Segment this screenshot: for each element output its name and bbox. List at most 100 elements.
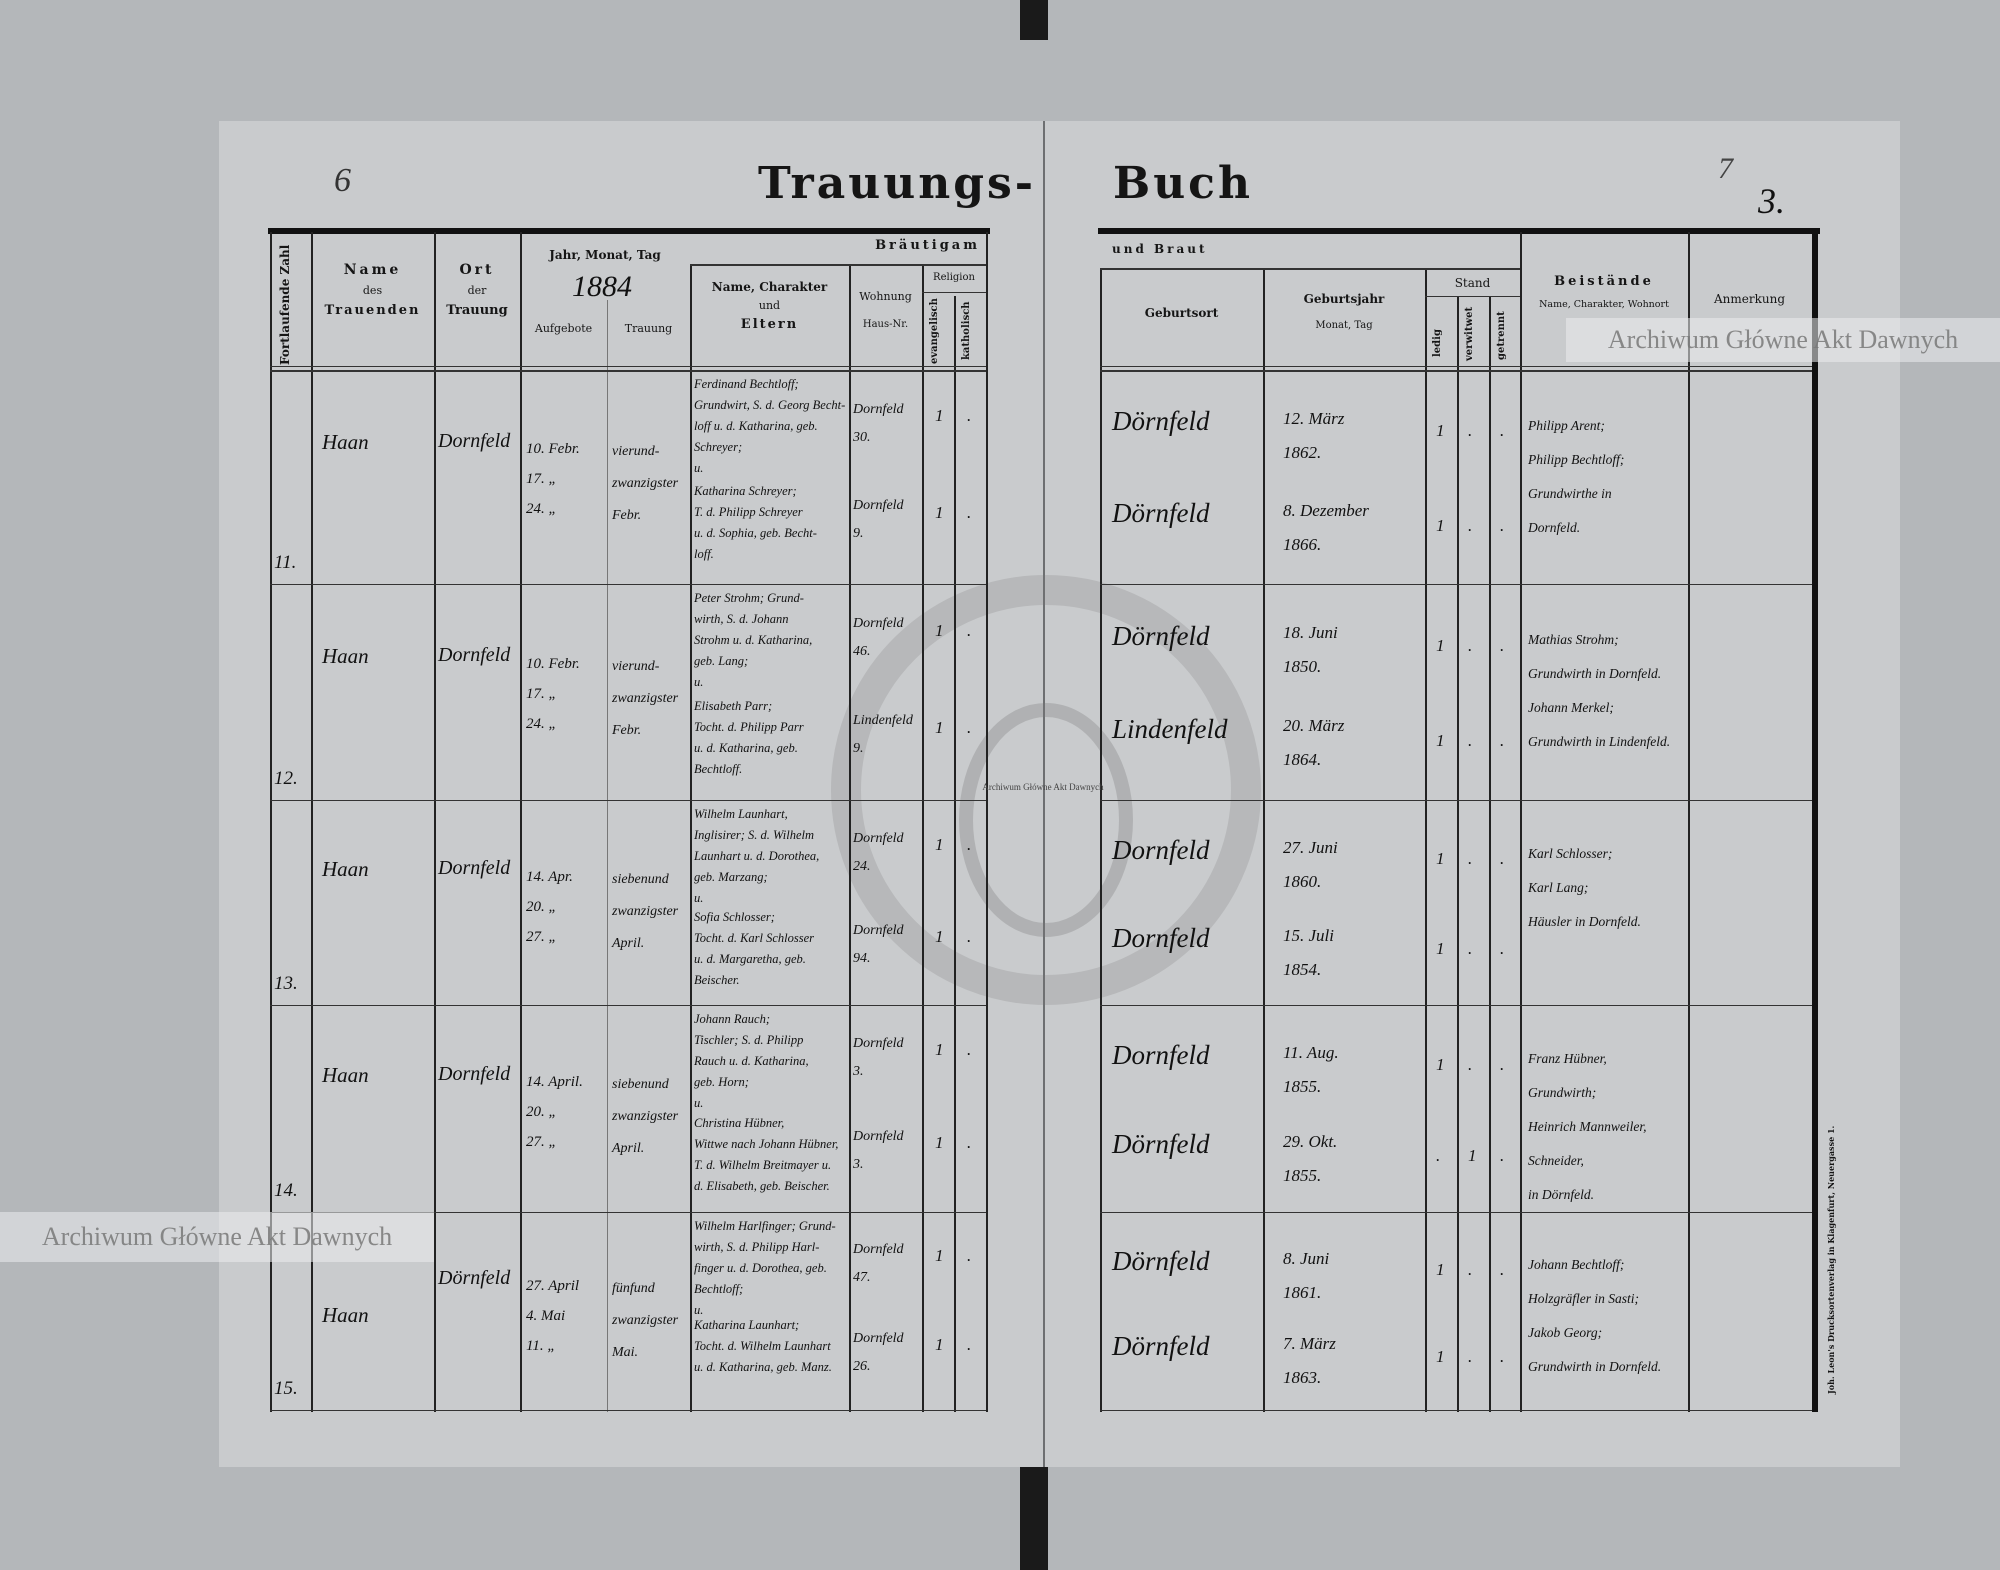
groom-residence-line: 3.: [853, 1063, 864, 1079]
bride-details-line: Katharina Schreyer;: [694, 484, 797, 499]
bride-status: .: [1500, 730, 1505, 750]
bride-status: .: [1468, 939, 1473, 959]
groom-details: Wilhelm Harlfinger; Grund-wirth, S. d. P…: [694, 1216, 836, 1321]
row-divider: [1100, 1212, 1812, 1213]
wedding-date-line: April.: [612, 935, 645, 951]
witnesses-line: Philipp Bechtloff;: [1528, 451, 1625, 467]
bride-catholic: .: [967, 502, 972, 522]
groom-birthplace: Dornfeld: [1112, 1040, 1210, 1071]
table-top-border-right: [1098, 228, 1820, 234]
header-religion: Religion: [933, 272, 975, 283]
groom-details: Wilhelm Launhart, Inglisirer; S. d. Wilhe…: [694, 804, 819, 909]
banns-dates-line: 14. Apr.: [526, 868, 573, 885]
header-date: Jahr, Monat, Tag: [549, 248, 661, 262]
page-number-right-pencil: 7: [1718, 152, 1733, 185]
column-divider: [270, 232, 272, 1412]
column-divider: [1100, 268, 1102, 1412]
wedding-place: Dornfeld: [438, 857, 511, 880]
page-gutter: [1043, 121, 1045, 1467]
bride-evangelical: 1: [935, 1334, 944, 1354]
groom-status: 1: [1436, 635, 1445, 655]
groom-status: .: [1500, 1054, 1505, 1074]
groom-birthplace: Dörnfeld: [1112, 406, 1210, 437]
column-divider: [986, 232, 988, 1412]
header-parents-line: Eltern: [740, 317, 799, 332]
wedding-date-line: zwanzigster: [612, 1109, 679, 1125]
groom-details-line: Rauch u. d. Katharina,: [694, 1054, 809, 1068]
book-spine-top: [1020, 0, 1048, 40]
groom-residence: Dornfeld 47.: [853, 1236, 904, 1292]
witnesses-line: in Dörnfeld.: [1528, 1187, 1594, 1203]
bride-residence-line: Dornfeld: [853, 1128, 904, 1144]
header-groom: Bräutigam: [875, 238, 980, 253]
witnesses-line: Jakob Georg;: [1528, 1324, 1603, 1340]
header-single: ledig: [1432, 329, 1443, 357]
header-place-line: der: [467, 284, 487, 297]
witnesses-line: Franz Hübner,: [1528, 1051, 1607, 1067]
header-name-line: Name: [343, 262, 402, 278]
column-divider: [1457, 296, 1459, 1412]
groom-birthdate-line: 18. Juni: [1283, 623, 1338, 643]
groom-details-line: wirth, S. d. Philipp Harl-: [694, 1240, 820, 1254]
bride-details-line: T. d. Wilhelm Breitmayer u.: [694, 1157, 832, 1172]
groom-birthdate-line: 11. Aug.: [1283, 1043, 1339, 1063]
groom-residence-line: 46.: [853, 643, 871, 659]
groom-evangelical: 1: [935, 1040, 944, 1060]
groom-birthplace: Dornfeld: [1112, 834, 1210, 865]
column-divider: [1425, 268, 1427, 1412]
table-top-border-left: [268, 228, 990, 234]
witnesses-line: Karl Lang;: [1528, 879, 1589, 895]
wedding-date-line: Febr.: [612, 508, 642, 524]
wedding-place: Dornfeld: [438, 1062, 511, 1085]
header-status: Stand: [1454, 276, 1491, 290]
bride-residence-line: 94.: [853, 950, 871, 966]
groom-status: 1: [1436, 421, 1445, 441]
banns-dates: 10. Febr. 17. „ 24. „: [526, 434, 580, 524]
bride-details-line: d. Elisabeth, geb. Beischer.: [694, 1178, 830, 1193]
bride-details-line: Christina Hübner,: [694, 1115, 785, 1130]
column-divider: [1489, 296, 1491, 1412]
witnesses-line: Grundwirthe in: [1528, 485, 1612, 501]
banns-dates-line: 27. „: [526, 928, 557, 945]
groom-residence-line: Dornfeld: [853, 401, 904, 417]
row-divider: [270, 1005, 986, 1006]
bride-details: Elisabeth Parr; Tocht. d. Philipp Parr u. …: [694, 696, 804, 780]
header-separated: getrennt: [1496, 311, 1507, 361]
header-parents-line: und: [758, 299, 781, 312]
bride-birthdate-line: 8. Dezember: [1283, 501, 1369, 521]
bride-details-line: u. d. Katharina, geb.: [694, 741, 798, 756]
bride-residence-line: Dornfeld: [853, 922, 904, 938]
bride-birthplace: Lindenfeld: [1112, 713, 1228, 744]
table-right-border: [1812, 232, 1818, 1412]
column-divider: [1688, 232, 1690, 1412]
bride-residence-line: 9.: [853, 525, 864, 541]
header-bottom-line: [1100, 366, 1812, 367]
bride-residence-line: 3.: [853, 1156, 864, 1172]
column-divider: [1263, 268, 1265, 1412]
banns-dates-line: 24. „: [526, 715, 557, 732]
witnesses-line: Dornfeld.: [1528, 519, 1581, 535]
bride-birthdate-line: 20. März: [1283, 716, 1345, 736]
bride-status: 1: [1436, 730, 1445, 750]
groom-residence-line: Dornfeld: [853, 1035, 904, 1051]
groom-residence-line: Dornfeld: [853, 615, 904, 631]
bride-birthdate-line: 15. Juli: [1283, 925, 1334, 945]
header-birthyear-line: Monat, Tag: [1315, 320, 1373, 331]
bride-details: Christina Hübner, Wittwe nach Johann Hübn…: [694, 1113, 838, 1197]
header-remarks: Anmerkung: [1713, 292, 1786, 306]
banns-dates: 10. Febr. 17. „ 24. „: [526, 649, 580, 739]
header-bottom-line: [270, 366, 986, 367]
bride-details-line: u. d. Sophia, geb. Becht-: [694, 526, 817, 541]
wedding-date: vierund-zwanzigster Febr.: [612, 651, 678, 747]
groom-details-line: geb. Lang;: [694, 654, 749, 668]
witnesses-line: Philipp Arent;: [1528, 417, 1605, 433]
book-spine-bottom: [1020, 1467, 1048, 1570]
groom-details-line: Wilhelm Harlfinger; Grund-: [694, 1219, 836, 1233]
groom-residence: Dornfeld 3.: [853, 1030, 904, 1086]
bride-catholic: .: [967, 717, 972, 737]
page-number-left: 6: [334, 162, 351, 199]
bride-catholic: .: [967, 1334, 972, 1354]
banns-dates-line: 4. Mai: [526, 1308, 566, 1325]
row-divider: [1100, 1410, 1812, 1411]
bride-residence-line: Dornfeld: [853, 497, 904, 513]
